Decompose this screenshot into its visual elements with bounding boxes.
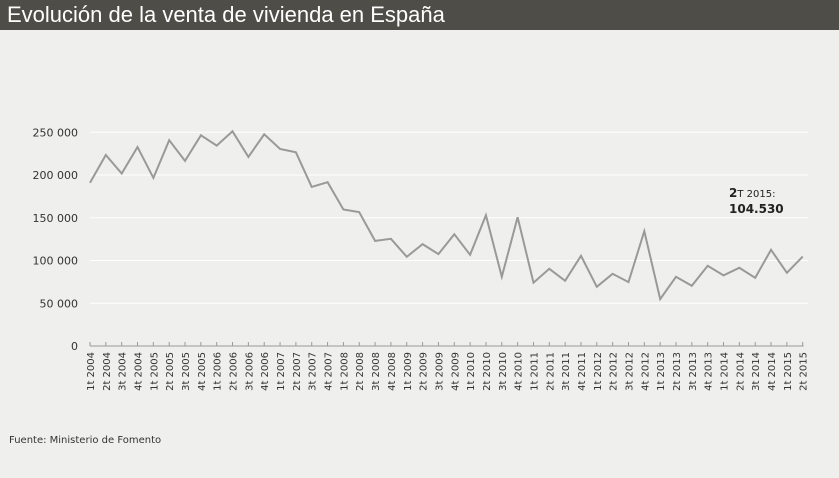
x-tick-label: 3t 2006 <box>244 352 255 391</box>
x-tick-label: 2t 2009 <box>419 352 430 391</box>
x-tick-label: 3t 2009 <box>434 352 445 391</box>
x-tick-label: 2t 2013 <box>672 352 683 391</box>
x-tick-label: 3t 2014 <box>751 352 762 391</box>
y-tick-label: 50 000 <box>40 297 79 310</box>
x-tick-label: 3t 2004 <box>118 352 129 391</box>
x-tick-label: 3t 2011 <box>561 352 572 391</box>
x-tick-label: 1t 2015 <box>783 352 794 391</box>
x-tick-label: 4t 2008 <box>387 352 398 391</box>
series-line <box>89 129 804 302</box>
y-tick-label: 100 000 <box>33 255 79 268</box>
x-tick-label: 2t 2010 <box>482 352 493 391</box>
x-tick-label: 3t 2008 <box>371 352 382 391</box>
x-tick-label: 2t 2007 <box>292 352 303 391</box>
y-tick-label: 0 <box>71 340 78 353</box>
x-tick-label: 4t 2009 <box>450 352 461 391</box>
x-tick-label: 1t 2010 <box>466 352 477 391</box>
x-tick-label: 1t 2011 <box>529 352 540 391</box>
x-tick-label: 1t 2007 <box>276 352 287 391</box>
x-tick-label: 4t 2005 <box>197 352 208 391</box>
x-tick-label: 2t 2012 <box>609 352 620 391</box>
x-tick-label: 1t 2014 <box>720 352 731 391</box>
last-value-annotation: 2T 2015: 104.530 <box>729 186 784 217</box>
x-tick-label: 4t 2013 <box>704 352 715 391</box>
x-tick-label: 2t 2004 <box>102 352 113 391</box>
x-tick-label: 2t 2015 <box>799 352 810 391</box>
x-tick-label: 1t 2006 <box>213 352 224 391</box>
x-tick-label: 4t 2010 <box>514 352 525 391</box>
x-tick-label: 4t 2006 <box>260 352 271 391</box>
annotation-quarter-label: T 2015: <box>737 189 776 200</box>
x-tick-label: 3t 2007 <box>308 352 319 391</box>
chart-title: Evolución de la venta de vivienda en Esp… <box>7 2 445 27</box>
x-tick-label: 4t 2004 <box>134 352 145 391</box>
x-tick-label: 2t 2014 <box>735 352 746 391</box>
source-note: Fuente: Ministerio de Fomento <box>9 435 162 446</box>
x-tick-label: 4t 2012 <box>640 352 651 391</box>
x-tick-label: 3t 2012 <box>624 352 635 391</box>
annotation-quarter-number: 2 <box>729 186 738 200</box>
x-tick-label: 3t 2010 <box>498 352 509 391</box>
y-tick-label: 250 000 <box>33 126 79 139</box>
x-tick-label: 3t 2013 <box>688 352 699 391</box>
x-tick-label: 1t 2005 <box>149 352 160 391</box>
x-tick-label: 1t 2012 <box>593 352 604 391</box>
x-tick-label: 1t 2008 <box>339 352 350 391</box>
x-tick-label: 1t 2013 <box>656 352 667 391</box>
title-bar: Evolución de la venta de vivienda en Esp… <box>0 0 839 30</box>
x-tick-label: 4t 2011 <box>577 352 588 391</box>
x-tick-label: 2t 2005 <box>165 352 176 391</box>
y-tick-label: 150 000 <box>33 212 79 225</box>
x-tick-label: 2t 2008 <box>355 352 366 391</box>
x-tick-label: 1t 2009 <box>403 352 414 391</box>
x-tick-label: 1t 2004 <box>86 352 97 391</box>
x-tick-label: 4t 2007 <box>324 352 335 391</box>
x-tick-label: 2t 2011 <box>545 352 556 391</box>
x-tick-label: 2t 2006 <box>229 352 240 391</box>
x-tick-label: 3t 2005 <box>181 352 192 391</box>
annotation-value: 104.530 <box>729 202 784 216</box>
x-tick-label: 4t 2014 <box>767 352 778 391</box>
y-tick-label: 200 000 <box>33 169 79 182</box>
